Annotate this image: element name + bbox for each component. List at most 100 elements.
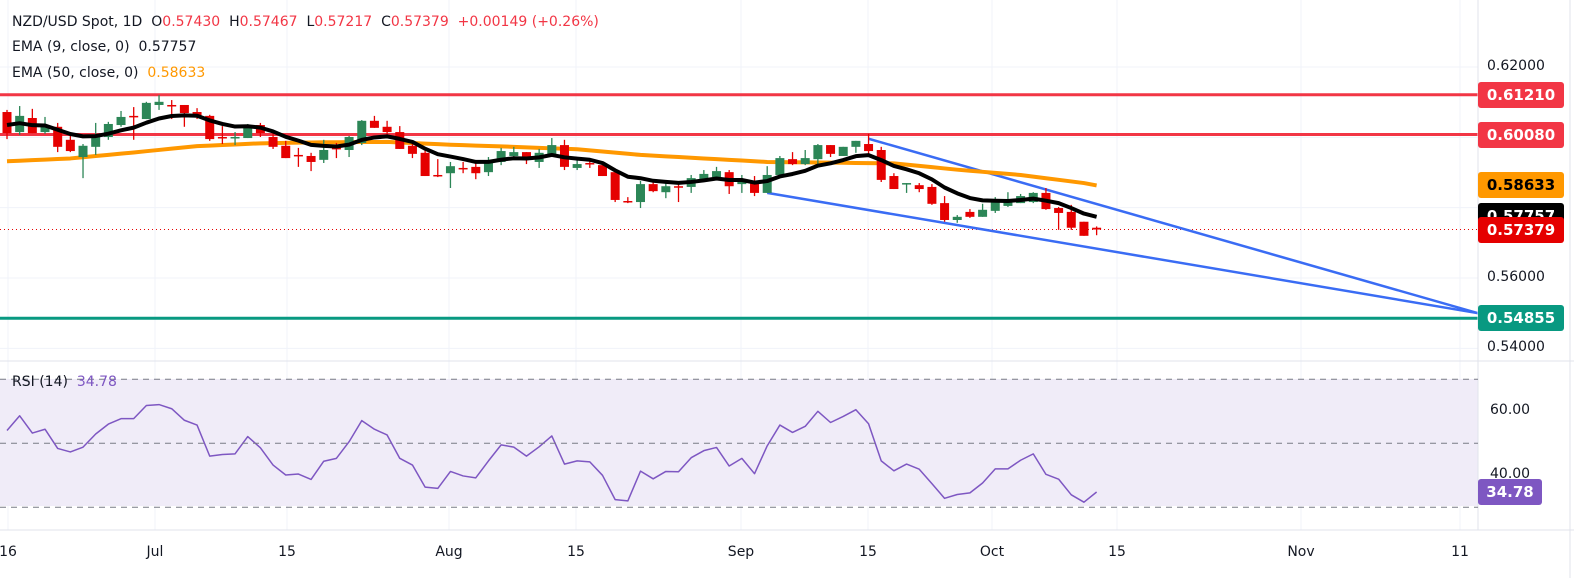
candle-body	[648, 184, 658, 192]
candle-body	[1054, 208, 1064, 213]
candle-body	[141, 102, 151, 120]
candle	[445, 161, 455, 188]
candle-body	[458, 167, 468, 170]
rsi-badge: 34.78	[1478, 479, 1542, 505]
time-axis-tick: 15	[859, 544, 877, 560]
candle-body	[129, 115, 139, 118]
time-axis-tick: 15	[567, 544, 585, 560]
candle-body	[623, 200, 633, 203]
candle-body	[610, 172, 620, 200]
candle	[27, 108, 37, 134]
candle-body	[1079, 221, 1089, 236]
candle-body	[775, 158, 785, 175]
candle-body	[547, 145, 557, 155]
time-axis-tick: Aug	[435, 544, 463, 560]
candle-body	[826, 145, 836, 154]
ema9-legend[interactable]: EMA (9, close, 0) 0.57757	[12, 39, 196, 55]
time-axis-tick: 15	[278, 544, 296, 560]
candle	[826, 145, 836, 158]
candle-body	[281, 145, 291, 159]
candle-body	[268, 136, 278, 147]
candle	[407, 142, 417, 159]
candle-body	[712, 171, 722, 178]
candle	[750, 176, 760, 197]
candle-body	[572, 164, 582, 168]
price-axis-tick: 0.62000	[1487, 58, 1545, 74]
candle-body	[205, 115, 215, 140]
candle	[610, 170, 620, 203]
ema9-label: EMA (9, close, 0)	[12, 39, 130, 55]
candle	[382, 120, 392, 137]
candle	[851, 140, 861, 153]
candle	[813, 144, 823, 167]
candle-body	[293, 154, 303, 157]
candle	[319, 139, 329, 164]
candle-body	[319, 150, 329, 160]
price-badge: 0.60080	[1478, 121, 1564, 148]
candle-body	[699, 173, 709, 180]
price-axis-tick: 0.56000	[1487, 269, 1545, 286]
price-badge: 0.58633	[1478, 172, 1564, 199]
time-axis-tick: 16	[0, 544, 17, 560]
candle	[952, 215, 962, 223]
candle	[838, 146, 848, 156]
candle	[661, 182, 671, 199]
candle	[623, 197, 633, 204]
candle-body	[800, 158, 810, 165]
rsi-legend[interactable]: RSI (14) 34.78	[12, 374, 117, 390]
candle	[91, 122, 101, 155]
candle	[1079, 221, 1089, 236]
candle-body	[331, 147, 341, 150]
candle	[293, 147, 303, 167]
candle	[509, 146, 519, 158]
candle-body	[521, 152, 531, 160]
candle	[674, 183, 684, 203]
candle	[306, 152, 316, 172]
candle	[636, 180, 645, 209]
time-axis-tick: 11	[1451, 544, 1469, 560]
ema50-legend[interactable]: EMA (50, close, 0) 0.58633	[12, 65, 205, 81]
candle	[15, 106, 25, 135]
ohlc-legend: NZD/USD Spot, 1D O0.57430 H0.57467 L0.57…	[12, 14, 599, 30]
candle-body	[952, 216, 962, 220]
candle	[927, 184, 937, 205]
candle-body	[990, 202, 1000, 211]
candle-body	[636, 184, 645, 203]
candle	[712, 166, 722, 178]
rsi-axis-tick: 60.00	[1490, 402, 1531, 419]
candle-body	[965, 211, 975, 217]
candle	[65, 133, 75, 153]
low-label: L	[306, 14, 315, 30]
candles	[2, 95, 1102, 236]
candle	[1092, 226, 1102, 236]
candle-body	[382, 126, 392, 133]
candle-body	[927, 186, 937, 204]
price-badge: 0.54855	[1478, 305, 1564, 332]
high-value: 0.57467	[239, 14, 298, 30]
candle-body	[243, 125, 253, 139]
candle-body	[762, 174, 772, 193]
trendlines	[766, 137, 1479, 315]
candle	[230, 132, 240, 146]
candle-body	[103, 123, 113, 137]
low-value: 0.57217	[314, 14, 373, 30]
candle-body	[496, 151, 506, 162]
candle	[800, 150, 810, 166]
ema9-value: 0.57757	[138, 39, 197, 55]
candle-body	[483, 161, 493, 173]
candle	[876, 146, 886, 183]
candle-body	[661, 186, 671, 193]
candle	[458, 161, 468, 174]
candle-body	[420, 152, 430, 177]
candle	[433, 159, 443, 178]
rsi-value: 34.78	[76, 374, 117, 390]
candle	[978, 203, 988, 217]
rsi-label: RSI (14)	[12, 374, 68, 390]
candle-body	[864, 144, 874, 152]
candle-body	[357, 120, 367, 143]
candle	[737, 174, 747, 193]
candle-body	[65, 139, 75, 152]
candle	[889, 173, 899, 190]
candle-body	[597, 165, 607, 177]
